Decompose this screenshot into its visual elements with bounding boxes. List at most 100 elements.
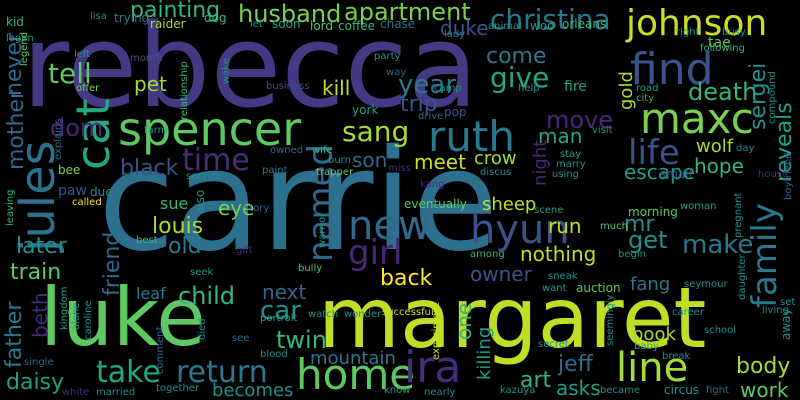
word-lady: lady: [444, 29, 466, 40]
word-sang: sang: [342, 115, 410, 148]
word-set: set: [780, 297, 796, 308]
word-miss: miss: [388, 163, 411, 174]
word-portrait: portrait: [260, 313, 298, 324]
word-want: want: [542, 283, 567, 294]
word-wake: wake: [221, 58, 232, 84]
word-escape: escape: [624, 160, 695, 184]
word-using: using: [552, 169, 580, 180]
word-begin: begin: [618, 249, 646, 260]
word-living: living: [762, 305, 789, 316]
word-road: road: [636, 83, 659, 94]
word-man: man: [538, 124, 583, 148]
word-wife: wife: [312, 145, 333, 156]
word-leaf: leaf: [136, 284, 166, 303]
word-white: white: [62, 387, 90, 398]
word-carrie: carrie: [98, 120, 499, 283]
word-friend: friend: [100, 231, 125, 296]
word-body: body: [736, 354, 791, 379]
word-daughter: daughter: [737, 254, 748, 300]
word-right: right: [676, 27, 700, 38]
word-mountain: mountain: [310, 348, 396, 369]
word-spencer: spencer: [118, 102, 302, 156]
word-ruth: ruth: [428, 112, 515, 161]
word-left: left: [74, 49, 91, 60]
word-woo: woo: [530, 19, 555, 33]
word-caroline: caroline: [83, 300, 94, 340]
word-called: called: [72, 197, 102, 208]
word-blood: blood: [260, 349, 288, 360]
word-kingdom: kingdom: [59, 286, 70, 330]
word-fight: fight: [706, 385, 729, 396]
word-york: york: [352, 103, 379, 117]
word-owned: owned: [270, 145, 304, 156]
word-nothing: nothing: [520, 242, 597, 266]
word-train: train: [10, 260, 62, 285]
word-much: much: [600, 221, 628, 232]
word-kill: kill: [322, 76, 351, 100]
word-wonder: wonder: [344, 309, 382, 320]
word-luke: luke: [40, 271, 206, 364]
word-find: find: [630, 44, 714, 95]
word-know: know: [384, 385, 411, 396]
word-pet: pet: [134, 72, 167, 96]
word-old: old: [168, 234, 202, 259]
word-rebecca: rebecca: [22, 0, 479, 134]
word-away: away: [779, 308, 793, 340]
word-tae: tae: [708, 35, 731, 51]
word-lord: lord: [310, 19, 334, 33]
word-book: book: [632, 324, 676, 345]
word-later: later: [16, 234, 67, 259]
word-camp: camp: [434, 83, 462, 94]
word-lisa: lisa: [90, 11, 107, 22]
word-compound: compound: [767, 71, 778, 124]
word-break: break: [662, 351, 691, 362]
word-kang: kang: [420, 179, 445, 190]
word-jeff: jeff: [558, 352, 593, 377]
word-christina: christina: [490, 3, 611, 36]
word-alone: alone: [71, 302, 82, 330]
word-comment: comment: [155, 326, 166, 374]
word-business: business: [266, 81, 310, 92]
word-nearly: nearly: [424, 387, 456, 398]
word-paw: paw: [58, 183, 87, 199]
word-bully: bully: [298, 263, 323, 274]
word-night: night: [530, 139, 551, 186]
word-return: return: [176, 355, 268, 390]
word-gift: gift: [236, 245, 253, 256]
word-soon: soon: [272, 17, 301, 31]
word-married: married: [96, 387, 136, 398]
word-became: became: [600, 385, 641, 396]
word-car: car: [260, 296, 301, 326]
word-killing: killing: [474, 326, 495, 380]
word-margaret: margaret: [318, 269, 707, 367]
word-chase: chase: [380, 17, 416, 31]
word-experiment: experiment: [431, 302, 442, 360]
word-school: school: [704, 325, 737, 336]
word-wolf: wolf: [696, 136, 734, 157]
word-becomes: becomes: [212, 380, 294, 400]
word-baby: baby: [634, 341, 659, 352]
word-small: small: [660, 167, 692, 181]
word-art: art: [520, 368, 552, 393]
word-paint: paint: [262, 165, 288, 176]
word-work: work: [740, 378, 789, 400]
word-trip: trip: [400, 92, 438, 117]
word-also: also: [193, 189, 207, 214]
word-life: life: [628, 133, 680, 173]
word-gold: gold: [616, 71, 637, 110]
word-crow: crow: [474, 148, 517, 169]
word-kazuya: kazuya: [500, 385, 536, 396]
word-way: way: [386, 67, 407, 78]
word-death: death: [688, 78, 758, 106]
word-louis: louis: [152, 214, 204, 239]
word-black: black: [120, 156, 179, 181]
word-animal: animal: [488, 21, 522, 32]
word-woman: woman: [680, 201, 717, 212]
word-party: party: [374, 51, 401, 62]
word-house: house: [758, 169, 789, 180]
word-duke: duke: [440, 16, 489, 40]
word-among: among: [470, 249, 505, 260]
word-hyun: hyun: [470, 207, 570, 253]
word-mother: mother: [4, 89, 29, 170]
word-give: give: [490, 61, 550, 94]
